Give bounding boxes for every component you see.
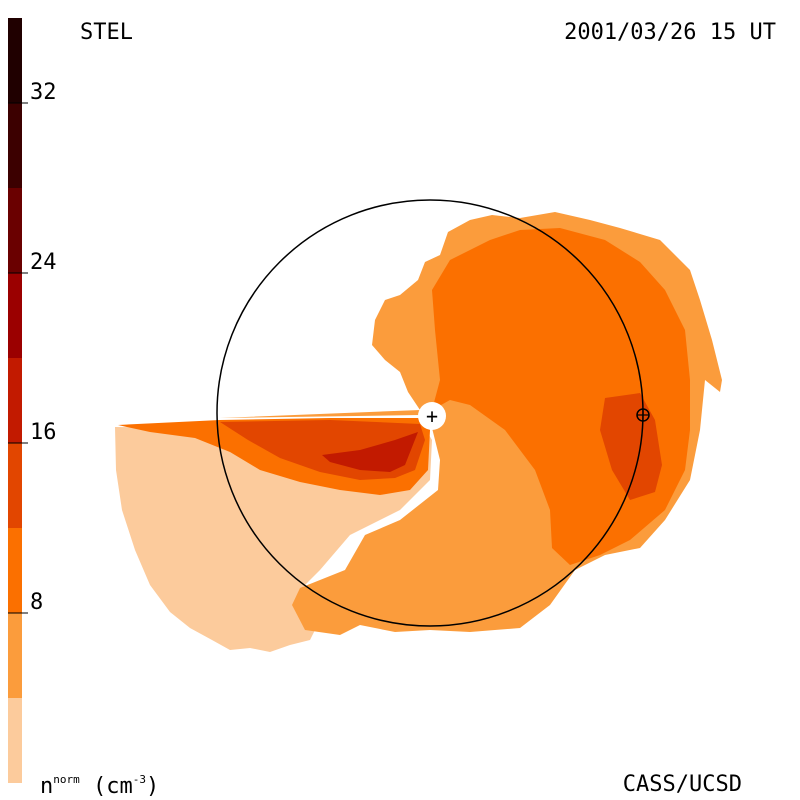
colorbar-segment: [8, 613, 22, 698]
colorbar-segment: [8, 698, 22, 783]
colorbar-tick-label: 8: [30, 590, 44, 615]
earth-symbol-icon: [636, 408, 650, 422]
density-region-level5-core: [322, 432, 418, 472]
colorbar-segment: [8, 528, 22, 613]
colorbar-tick-label: 32: [30, 80, 57, 105]
sun-marker: [418, 402, 446, 430]
colorbar-segment: [8, 273, 22, 358]
colorbar-segment: [8, 358, 22, 443]
station-label: STEL: [80, 20, 133, 45]
color-bar: [8, 18, 28, 783]
credit-label: CASS/UCSD: [622, 772, 742, 797]
colorbar-segment: [8, 18, 22, 103]
colorbar-unit-label: nnorm (cm-3): [40, 773, 160, 799]
colorbar-segment: [8, 443, 22, 528]
density-map: +: [115, 199, 722, 652]
colorbar-tick-label: 24: [30, 250, 57, 275]
colorbar-segment: [8, 188, 22, 273]
sun-symbol: +: [426, 404, 438, 428]
timestamp-label: 2001/03/26 15 UT: [564, 20, 776, 45]
colorbar-tick-label: 16: [30, 420, 57, 445]
colorbar-segment: [8, 103, 22, 188]
